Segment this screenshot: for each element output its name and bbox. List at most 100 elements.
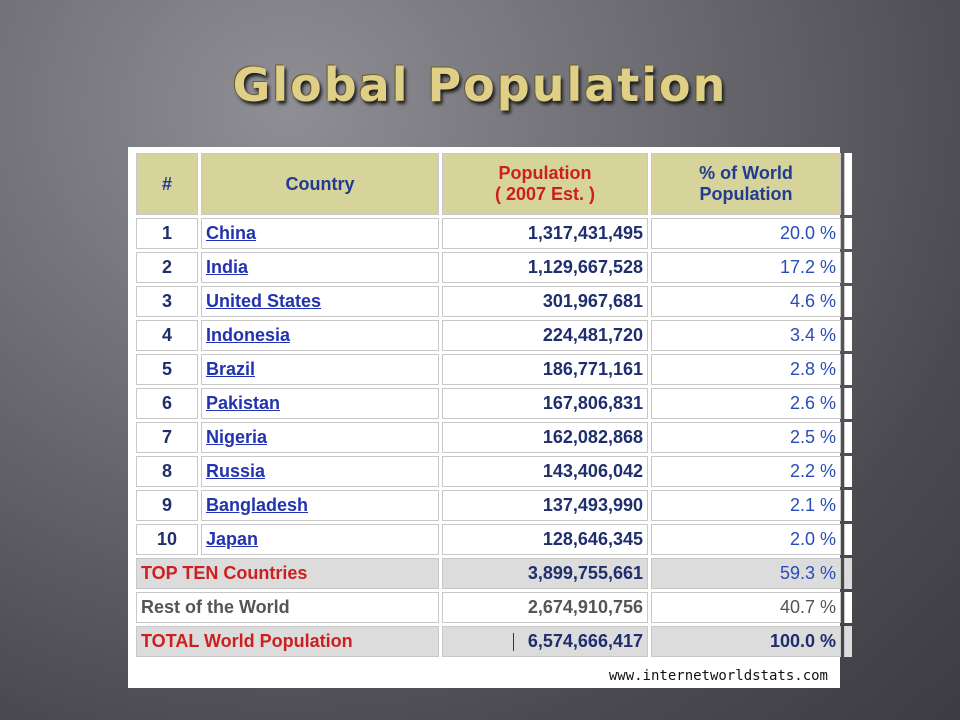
top-ten-population: 3,899,755,661 xyxy=(442,558,648,589)
country-link-nigeria[interactable]: Nigeria xyxy=(206,427,268,447)
table-row: 4 Indonesia 224,481,720 3.4 % xyxy=(136,320,852,351)
header-population-line1: Population xyxy=(498,163,592,183)
table-edge xyxy=(844,456,852,487)
table-row: 6 Pakistan 167,806,831 2.6 % xyxy=(136,388,852,419)
table-edge xyxy=(844,524,852,555)
population-cell: 137,493,990 xyxy=(442,490,648,521)
total-label: TOTAL World Population xyxy=(136,626,439,657)
country-cell: China xyxy=(201,218,439,249)
table-row: 5 Brazil 186,771,161 2.8 % xyxy=(136,354,852,385)
population-cell: 128,646,345 xyxy=(442,524,648,555)
pct-cell: 4.6 % xyxy=(651,286,841,317)
rank-cell: 8 xyxy=(136,456,198,487)
source-credit: www.internetworldstats.com xyxy=(608,668,828,684)
country-cell: Japan xyxy=(201,524,439,555)
pct-cell: 20.0 % xyxy=(651,218,841,249)
table-edge xyxy=(844,422,852,453)
table-row: 8 Russia 143,406,042 2.2 % xyxy=(136,456,852,487)
rank-cell: 10 xyxy=(136,524,198,555)
rank-cell: 7 xyxy=(136,422,198,453)
country-link-russia[interactable]: Russia xyxy=(206,461,266,481)
population-cell: 186,771,161 xyxy=(442,354,648,385)
population-table-panel: # Country Population ( 2007 Est. ) % of … xyxy=(128,147,852,688)
header-pct-line1: % of World xyxy=(699,163,793,183)
table-row: 10 Japan 128,646,345 2.0 % xyxy=(136,524,852,555)
table-row: 3 United States 301,967,681 4.6 % xyxy=(136,286,852,317)
table-edge xyxy=(844,320,852,351)
country-link-brazil[interactable]: Brazil xyxy=(206,359,256,379)
table-row: 7 Nigeria 162,082,868 2.5 % xyxy=(136,422,852,453)
country-cell: Russia xyxy=(201,456,439,487)
country-link-india[interactable]: India xyxy=(206,257,249,277)
rank-cell: 2 xyxy=(136,252,198,283)
rank-cell: 6 xyxy=(136,388,198,419)
table-edge xyxy=(844,388,852,419)
header-population-line2: ( 2007 Est. ) xyxy=(494,184,596,204)
population-cell: 301,967,681 xyxy=(442,286,648,317)
population-cell: 143,406,042 xyxy=(442,456,648,487)
country-cell: Indonesia xyxy=(201,320,439,351)
table-row: 9 Bangladesh 137,493,990 2.1 % xyxy=(136,490,852,521)
top-ten-row: TOP TEN Countries 3,899,755,661 59.3 % xyxy=(136,558,852,589)
header-pct: % of World Population xyxy=(651,153,841,215)
total-pct: 100.0 % xyxy=(651,626,841,657)
header-rank: # xyxy=(136,153,198,215)
pct-cell: 3.4 % xyxy=(651,320,841,351)
table-edge xyxy=(844,252,852,283)
top-ten-pct: 59.3 % xyxy=(651,558,841,589)
table-row: 1 China 1,317,431,495 20.0 % xyxy=(136,218,852,249)
country-link-pakistan[interactable]: Pakistan xyxy=(206,393,281,413)
country-link-indonesia[interactable]: Indonesia xyxy=(206,325,291,345)
rest-pct: 40.7 % xyxy=(651,592,841,623)
table-edge xyxy=(844,626,852,657)
pct-cell: 2.1 % xyxy=(651,490,841,521)
text-cursor xyxy=(512,633,514,652)
pct-cell: 2.5 % xyxy=(651,422,841,453)
pct-cell: 2.2 % xyxy=(651,456,841,487)
rest-label: Rest of the World xyxy=(136,592,439,623)
top-ten-label: TOP TEN Countries xyxy=(136,558,439,589)
country-cell: United States xyxy=(201,286,439,317)
table-edge xyxy=(844,286,852,317)
total-row: TOTAL World Population 6,574,666,417 100… xyxy=(136,626,852,657)
total-population: 6,574,666,417 xyxy=(527,631,643,651)
table-edge xyxy=(844,153,852,215)
country-cell: Nigeria xyxy=(201,422,439,453)
header-population: Population ( 2007 Est. ) xyxy=(442,153,648,215)
header-pct-line2: Population xyxy=(699,184,793,204)
table-edge xyxy=(844,592,852,623)
country-cell: Pakistan xyxy=(201,388,439,419)
rank-cell: 3 xyxy=(136,286,198,317)
population-cell: 162,082,868 xyxy=(442,422,648,453)
country-link-china[interactable]: China xyxy=(206,223,257,243)
population-cell: 1,129,667,528 xyxy=(442,252,648,283)
rank-cell: 5 xyxy=(136,354,198,385)
rank-cell: 1 xyxy=(136,218,198,249)
table-edge xyxy=(844,218,852,249)
table-edge xyxy=(844,558,852,589)
rank-cell: 4 xyxy=(136,320,198,351)
table-edge xyxy=(844,354,852,385)
pct-cell: 17.2 % xyxy=(651,252,841,283)
table-edge xyxy=(844,490,852,521)
country-cell: India xyxy=(201,252,439,283)
country-link-japan[interactable]: Japan xyxy=(206,529,259,549)
population-cell: 167,806,831 xyxy=(442,388,648,419)
country-cell: Bangladesh xyxy=(201,490,439,521)
table-header-row: # Country Population ( 2007 Est. ) % of … xyxy=(136,153,852,215)
pct-cell: 2.6 % xyxy=(651,388,841,419)
header-country: Country xyxy=(201,153,439,215)
rest-of-world-row: Rest of the World 2,674,910,756 40.7 % xyxy=(136,592,852,623)
table-row: 2 India 1,129,667,528 17.2 % xyxy=(136,252,852,283)
total-population-cell: 6,574,666,417 xyxy=(442,626,648,657)
rank-cell: 9 xyxy=(136,490,198,521)
slide-title: Global Population xyxy=(232,58,728,112)
rest-population: 2,674,910,756 xyxy=(442,592,648,623)
pct-cell: 2.0 % xyxy=(651,524,841,555)
country-link-bangladesh[interactable]: Bangladesh xyxy=(206,495,309,515)
country-link-united-states[interactable]: United States xyxy=(206,291,322,311)
population-table: # Country Population ( 2007 Est. ) % of … xyxy=(133,150,855,660)
population-cell: 1,317,431,495 xyxy=(442,218,648,249)
population-cell: 224,481,720 xyxy=(442,320,648,351)
country-cell: Brazil xyxy=(201,354,439,385)
